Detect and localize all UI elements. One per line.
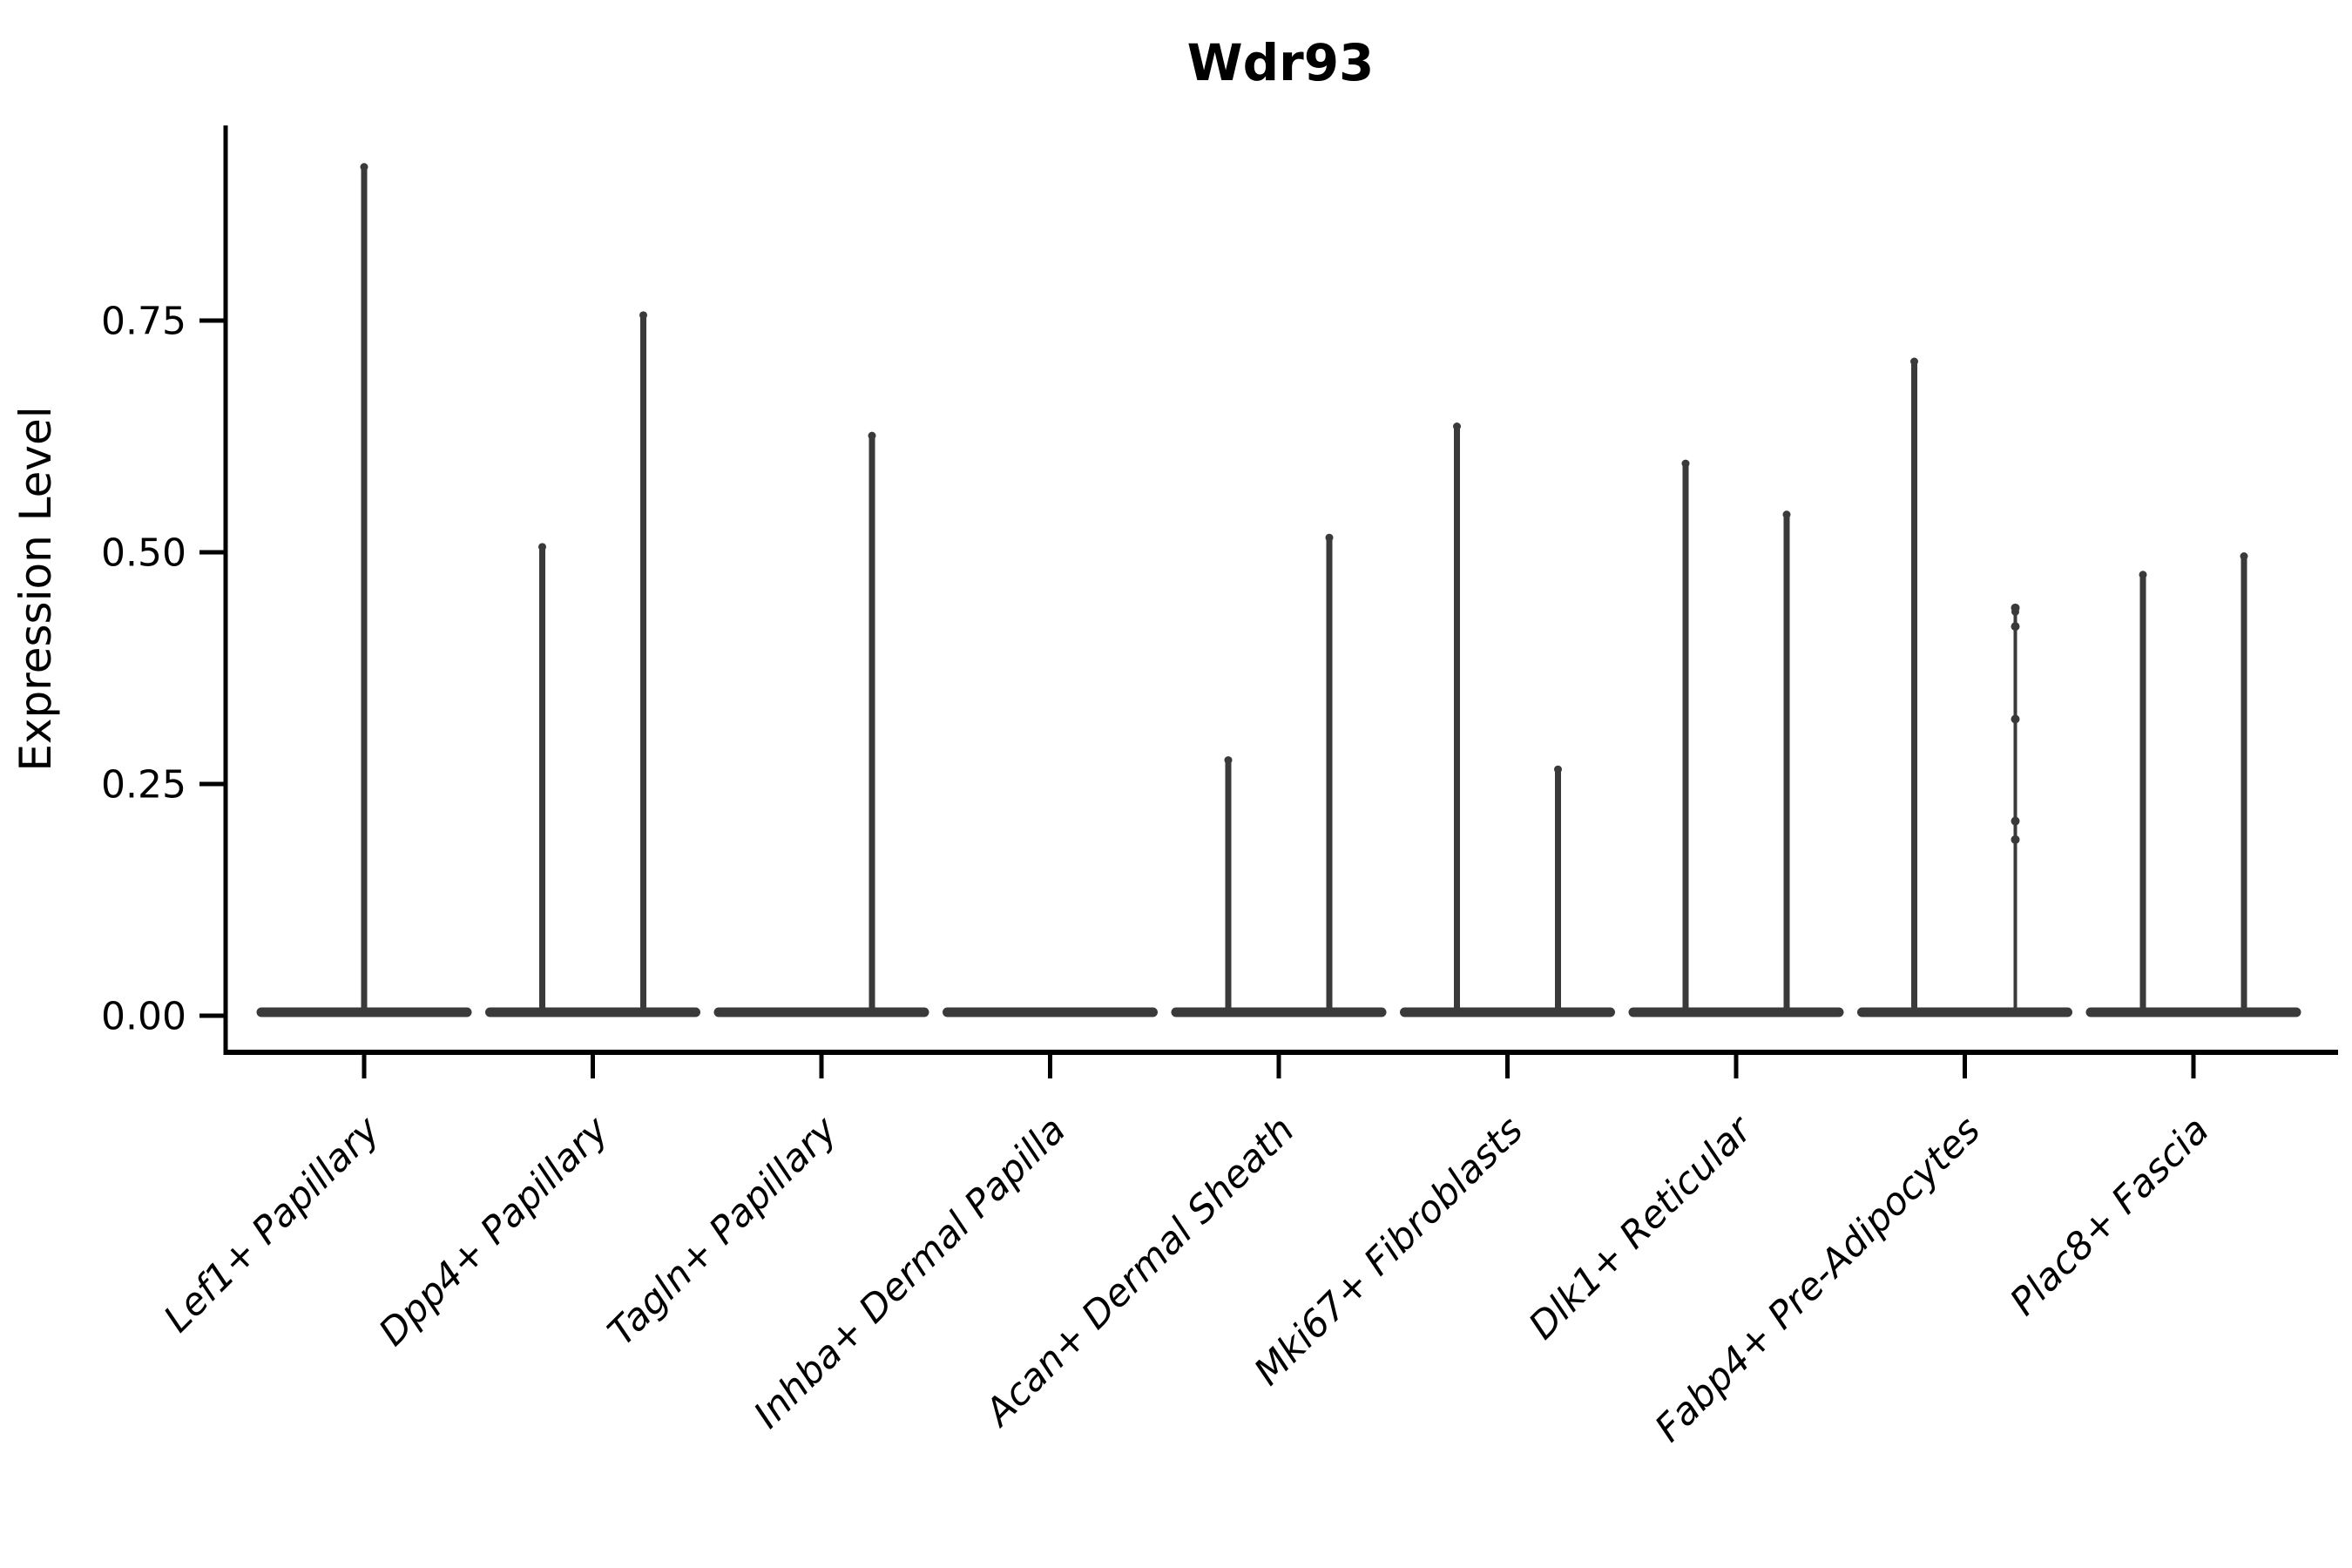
- jitter-point: [2011, 816, 2020, 826]
- y-tick-label: 0.50: [101, 531, 186, 575]
- violin-spike-tip: [360, 163, 368, 172]
- violin-spike-tip: [2139, 571, 2147, 579]
- violin-6: [1400, 422, 1615, 1017]
- y-tick-label: 0.25: [101, 762, 186, 807]
- jitter-point: [2011, 835, 2020, 844]
- violin-spike-tip: [639, 311, 647, 320]
- y-tick-label: 0.00: [101, 994, 186, 1038]
- violin-spike-tip: [538, 543, 546, 551]
- y-tick-label: 0.75: [101, 299, 186, 343]
- violin-9: [2085, 552, 2301, 1017]
- violin-8: [1857, 357, 2072, 1017]
- violin-7: [1628, 459, 1844, 1017]
- violin-spike-tip: [1554, 765, 1562, 774]
- violin-spike-tip: [1325, 533, 1334, 542]
- violin-spike-tip: [868, 431, 876, 440]
- violin-spike-tip: [2240, 552, 2248, 560]
- violin-3: [713, 431, 929, 1017]
- x-tick-label: Tagln+ Papillary: [600, 1108, 847, 1355]
- jitter-point: [2011, 603, 2020, 612]
- jitter-point: [2011, 622, 2020, 632]
- chart-title: Wdr93: [1187, 33, 1375, 92]
- jitter-point: [2011, 714, 2020, 724]
- violin-5: [1171, 533, 1387, 1017]
- violin-spike-tip: [1453, 422, 1461, 431]
- x-tick-label: Plac8+ Fascia: [2002, 1108, 2218, 1324]
- violin-spike-tip: [1681, 459, 1690, 468]
- violin-spike-tip: [1782, 510, 1791, 519]
- y-axis-label: Expression Level: [10, 406, 61, 771]
- violin-spike-tip: [1910, 357, 1918, 366]
- x-tick-label: Dlk1+ Reticular: [1521, 1107, 1762, 1348]
- violin-spike-tip: [1224, 756, 1233, 765]
- violin-1: [256, 163, 472, 1017]
- x-tick-label: Lef1+ Papillary: [156, 1108, 389, 1341]
- x-tick-label: Dpp4+ Papillary: [371, 1108, 618, 1355]
- violin-2: [485, 311, 700, 1017]
